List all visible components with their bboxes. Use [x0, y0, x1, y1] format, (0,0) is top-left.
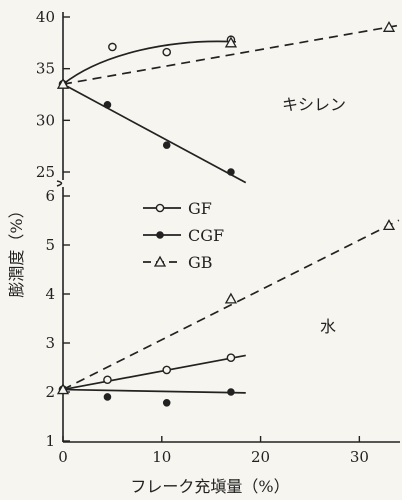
legend-label-gb: GB [188, 253, 213, 272]
data-point-gf [162, 47, 172, 57]
data-point-gb [56, 77, 70, 89]
data-point-cgf [162, 398, 171, 407]
data-point-gb [56, 383, 70, 395]
y-tick-label: 5 [45, 236, 55, 254]
y-tick-label: 35 [36, 60, 55, 78]
legend-label-cgf: CGF [188, 226, 224, 245]
data-point-gf [103, 375, 112, 385]
ticks: 0 10 20 30 25 30 35 40 1 2 3 4 5 6 [36, 8, 369, 466]
x-tick-label: 0 [58, 448, 68, 466]
data-point-gb [224, 292, 238, 304]
y-tick-label: 40 [36, 8, 55, 26]
legend-marker-gf [155, 203, 165, 213]
data-point-cgf [162, 141, 171, 149]
series [56, 20, 400, 407]
series-line-cgf [62, 388, 246, 394]
x-tick-label: 10 [152, 448, 171, 466]
data-point-cgf [227, 168, 235, 176]
x-tick-label: 30 [350, 448, 369, 466]
series-line-gb [62, 219, 400, 391]
axis-break-mark [56, 180, 63, 187]
x-axis-title: フレーク充塡量（%） [130, 477, 289, 496]
data-point-gb [382, 20, 396, 32]
y-tick-label: 4 [45, 285, 55, 303]
series-line-cgf [62, 83, 247, 184]
data-point-cgf [103, 101, 112, 109]
data-point-gb [224, 36, 238, 48]
legend-label-gf: GF [188, 199, 212, 218]
y-tick-label: 30 [36, 111, 55, 129]
x-tick-label: 20 [251, 448, 270, 466]
y-tick-label: 3 [45, 334, 55, 352]
legend-marker-cgf [156, 231, 164, 239]
data-point-cgf [227, 388, 235, 396]
data-point-gb [382, 219, 396, 231]
data-point-gf [162, 365, 172, 375]
data-point-cgf [103, 393, 112, 401]
y-axis-title: 膨潤度（%） [7, 202, 26, 297]
legend-marker-gb [153, 255, 167, 267]
y-tick-label: 2 [45, 383, 55, 401]
series-line-gf [62, 354, 246, 391]
legend: GF CGF GB [143, 199, 224, 272]
panel-label-water: 水 [320, 317, 336, 336]
y-tick-label: 6 [45, 187, 55, 205]
panel-label-xylene: キシレン [282, 95, 346, 114]
y-tick-label: 25 [36, 163, 55, 181]
data-point-gf [226, 353, 236, 363]
series-line-gb [62, 24, 400, 86]
data-point-gf [108, 42, 117, 52]
axes [56, 12, 400, 443]
series-line-gf [62, 40, 236, 85]
y-tick-label: 1 [45, 432, 55, 450]
